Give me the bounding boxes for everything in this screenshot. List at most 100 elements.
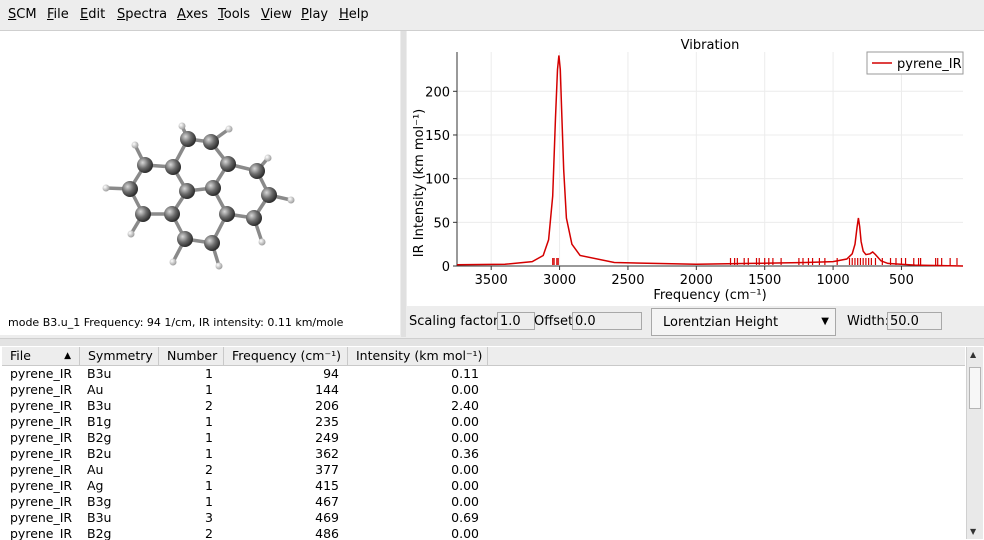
column-header-symmetry[interactable]: Symmetry [80, 347, 159, 365]
table-row[interactable]: pyrene_IR Au 2 377 0.00 [2, 462, 965, 478]
scaling-factor-label: Scaling factor: [409, 314, 503, 329]
x-tick-label: 2000 [680, 273, 713, 288]
x-tick-label: 3500 [475, 273, 508, 288]
width-label: Width: [847, 314, 890, 329]
offset-input[interactable]: 0.0 [572, 312, 642, 330]
chevron-down-icon: ▼ [821, 316, 829, 327]
cell-number: 1 [205, 382, 213, 397]
cell-symmetry: B2g [87, 526, 112, 540]
cell-intensity: 0.36 [451, 446, 479, 461]
y-axis-label: IR Intensity (km mol⁻¹) [412, 109, 427, 257]
column-header-file[interactable]: File ▲ [2, 347, 80, 365]
table-row[interactable]: pyrene_IR B3u 2 206 2.40 [2, 398, 965, 414]
mode-info: mode B3.u_1 Frequency: 94 1/cm, IR inten… [8, 316, 344, 329]
cell-symmetry: B3g [87, 494, 112, 509]
spectrum-plot[interactable]: Vibration Frequency (cm⁻¹) IR Intensity … [407, 31, 984, 306]
cell-frequency: 486 [315, 526, 339, 540]
cell-frequency: 144 [315, 382, 339, 397]
cell-frequency: 469 [315, 510, 339, 525]
cell-file: pyrene_IR [10, 414, 73, 429]
cell-number: 1 [205, 446, 213, 461]
cell-symmetry: B2u [87, 446, 112, 461]
offset-label: Offset: [534, 314, 578, 329]
sort-ascending-icon: ▲ [64, 351, 71, 361]
cell-symmetry: B3u [87, 366, 112, 381]
table-scrollbar[interactable]: ▲ ▼ [966, 347, 983, 539]
hydrogen-atoms [102, 122, 295, 270]
menu-file[interactable]: File [47, 7, 69, 22]
series-layer [456, 55, 964, 267]
table-row[interactable]: pyrene_IR B2u 1 362 0.36 [2, 446, 965, 462]
cell-file: pyrene_IR [10, 430, 73, 445]
cell-number: 1 [205, 414, 213, 429]
cell-file: pyrene_IR [10, 446, 73, 461]
cell-intensity: 0.11 [451, 366, 479, 381]
cell-intensity: 0.00 [451, 478, 479, 493]
cell-intensity: 0.69 [451, 510, 479, 525]
modes-table[interactable]: File ▲ Symmetry Number Frequency (cm⁻¹) I… [0, 346, 984, 540]
y-tick-label: 200 [425, 85, 450, 100]
scaling-factor-input[interactable]: 1.0 [497, 312, 535, 330]
cell-number: 1 [205, 430, 213, 445]
broadening-value: Lorentzian Height [663, 315, 779, 330]
cell-frequency: 377 [315, 462, 339, 477]
cell-frequency: 362 [315, 446, 339, 461]
cell-symmetry: Ag [87, 478, 104, 493]
table-row[interactable]: pyrene_IR B3u 3 469 0.69 [2, 510, 965, 526]
pyrene-molecule[interactable] [0, 31, 400, 311]
vertical-splitter[interactable] [401, 31, 406, 337]
width-input[interactable]: 50.0 [887, 312, 942, 330]
cell-file: pyrene_IR [10, 366, 73, 381]
cell-symmetry: B3u [87, 398, 112, 413]
y-tick-label: 100 [425, 173, 450, 188]
cell-frequency: 249 [315, 430, 339, 445]
table-row[interactable]: pyrene_IR Au 1 144 0.00 [2, 382, 965, 398]
x-axis-label: Frequency (cm⁻¹) [653, 288, 766, 303]
x-tick-label: 2500 [611, 273, 644, 288]
table-row[interactable]: pyrene_IR B1g 1 235 0.00 [2, 414, 965, 430]
cell-number: 1 [205, 494, 213, 509]
cell-symmetry: B3u [87, 510, 112, 525]
menu-help[interactable]: Help [339, 7, 369, 22]
menu-view[interactable]: View [261, 7, 292, 22]
cell-file: pyrene_IR [10, 462, 73, 477]
menu-tools[interactable]: Tools [218, 7, 251, 22]
legend-box [866, 51, 964, 75]
cell-number: 2 [205, 398, 213, 413]
table-row[interactable]: pyrene_IR B2g 2 486 0.00 [2, 526, 965, 540]
x-tick-label: 500 [889, 273, 914, 288]
x-tick-label: 1500 [748, 273, 781, 288]
horizontal-splitter[interactable] [0, 338, 984, 347]
carbon-atoms [122, 131, 277, 251]
column-header-frequency[interactable]: Frequency (cm⁻¹) [224, 347, 348, 365]
scroll-down-icon[interactable]: ▼ [970, 527, 977, 536]
y-tick-label: 50 [433, 216, 450, 231]
cell-intensity: 0.00 [451, 462, 479, 477]
table-row[interactable]: pyrene_IR B3u 1 94 0.11 [2, 366, 965, 382]
table-row[interactable]: pyrene_IR B3g 1 467 0.00 [2, 494, 965, 510]
cell-frequency: 467 [315, 494, 339, 509]
cell-frequency: 415 [315, 478, 339, 493]
column-header-number[interactable]: Number [159, 347, 224, 365]
table-row[interactable]: pyrene_IR Ag 1 415 0.00 [2, 478, 965, 494]
scroll-up-icon[interactable]: ▲ [970, 350, 977, 359]
cell-symmetry: B1g [87, 414, 112, 429]
table-row[interactable]: pyrene_IR B2g 1 249 0.00 [2, 430, 965, 446]
menu-axes[interactable]: Axes [177, 7, 208, 22]
spectrum-chart[interactable]: Vibration Frequency (cm⁻¹) IR Intensity … [407, 31, 984, 306]
broadening-select[interactable]: Lorentzian Height ▼ [651, 308, 836, 336]
molecule-viewer[interactable] [0, 31, 400, 335]
y-tick-label: 0 [442, 260, 450, 275]
menu-scm[interactable]: SCM [8, 7, 37, 22]
scrollbar-thumb[interactable] [969, 367, 981, 409]
legend[interactable]: pyrene_IR [866, 51, 964, 75]
menu-play[interactable]: Play [301, 7, 329, 22]
cell-file: pyrene_IR [10, 526, 73, 540]
cell-symmetry: B2g [87, 430, 112, 445]
menu-spectra[interactable]: Spectra [117, 7, 168, 22]
legend-label: pyrene_IR [897, 57, 962, 72]
column-header-intensity[interactable]: Intensity (km mol⁻¹) [348, 347, 488, 365]
cell-symmetry: Au [87, 382, 104, 397]
menu-edit[interactable]: Edit [80, 7, 106, 22]
cell-number: 1 [205, 478, 213, 493]
